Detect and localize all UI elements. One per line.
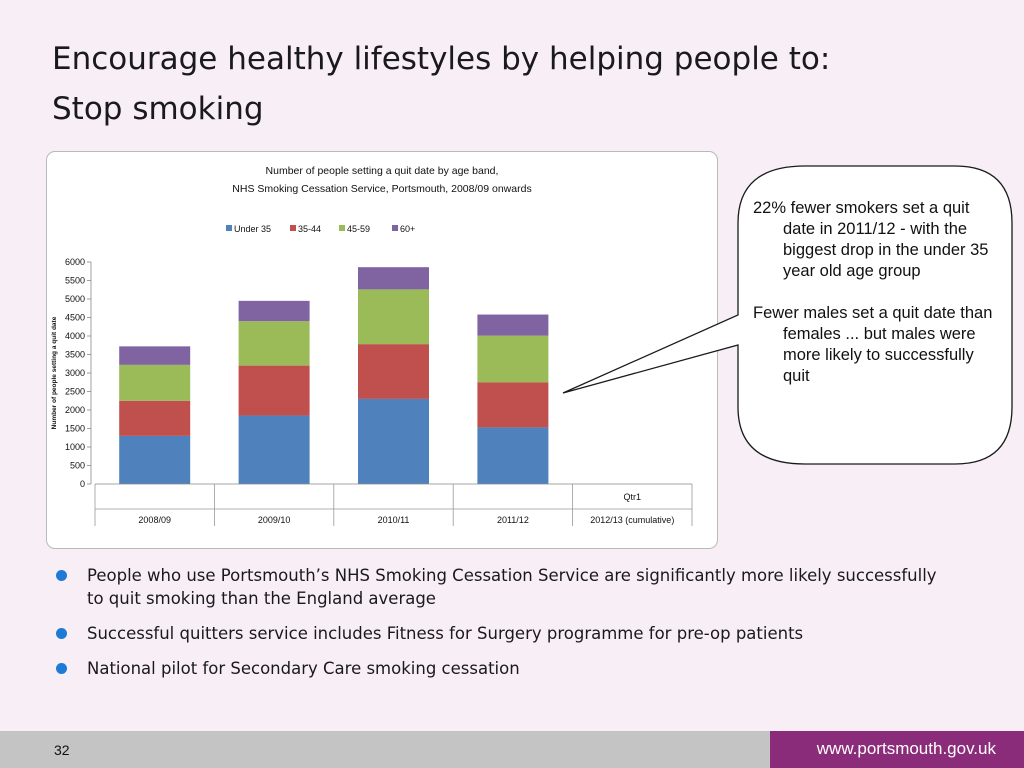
callout-shape [562,165,1013,465]
x-tick-label: 2012/13 (cumulative) [590,515,674,525]
bar-segment [477,335,549,383]
x-tick-label: 2008/09 [138,515,171,525]
website-link[interactable]: www.portsmouth.gov.uk [816,739,996,758]
y-tick-label: 2000 [65,405,85,415]
bar-segment [238,300,310,322]
x-tick-label: 2011/12 [497,515,529,525]
legend-swatch [339,225,345,231]
bar-segment [358,398,429,484]
bullet-dot-icon [56,663,67,674]
bar-segment [119,400,191,436]
bar-segment [358,267,429,290]
y-tick-label: 500 [70,461,85,471]
bullet-text: People who use Portsmouth’s NHS Smoking … [87,566,937,608]
stacked-bar-chart: Number of people setting a quit date by … [51,165,693,526]
legend-label: 45-59 [347,224,370,234]
y-tick-label: 3500 [65,350,85,360]
bar-segment [238,415,310,484]
bar-segment [477,382,549,428]
slide-title-line1: Encourage healthy lifestyles by helping … [52,41,831,77]
bullet-list: People who use Portsmouth’s NHS Smoking … [56,564,956,692]
y-tick-label: 1000 [65,442,85,452]
y-tick-label: 4500 [65,313,85,323]
bullet-item: People who use Portsmouth’s NHS Smoking … [56,564,956,610]
bullet-dot-icon [56,570,67,581]
bullet-dot-icon [56,628,67,639]
y-tick-label: 6000 [65,257,85,267]
page-number: 32 [54,742,70,758]
bullet-item: National pilot for Secondary Care smokin… [56,657,956,680]
y-tick-label: 2500 [65,387,85,397]
bar-segment [477,427,549,484]
chart-frame: Number of people setting a quit date by … [46,151,718,549]
legend-label: 60+ [400,224,415,234]
bullet-text: National pilot for Secondary Care smokin… [87,659,520,678]
legend-label: 35-44 [298,224,321,234]
y-tick-label: 5000 [65,294,85,304]
footer-bar [0,731,770,768]
callout-text: 22% fewer smokers set a quit date in 201… [753,198,1003,408]
bar-segment [238,365,310,416]
y-tick-label: 4000 [65,331,85,341]
bullet-text: Successful quitters service includes Fit… [87,624,804,643]
legend-swatch [290,225,296,231]
slide-title: Encourage healthy lifestyles by helping … [52,34,952,134]
y-tick-label: 1500 [65,424,85,434]
slide-title-line2: Stop smoking [52,91,264,127]
chart-title: Number of people setting a quit date by … [266,165,499,177]
y-axis-label: Number of people setting a quit date [51,316,58,429]
callout-para-2: Fewer males set a quit date than females… [753,304,993,385]
bar-segment [358,289,429,345]
callout-bubble [560,165,1020,465]
y-tick-label: 3000 [65,368,85,378]
bar-segment [119,364,191,401]
legend-swatch [392,225,398,231]
bar-segment [358,344,429,399]
bar-segment [119,435,191,484]
x-tick-label: 2009/10 [258,515,291,525]
legend-swatch [226,225,232,231]
bar-segment [119,346,191,365]
chart-subtitle: NHS Smoking Cessation Service, Portsmout… [232,183,531,195]
footer-brand-bar [770,731,1024,768]
y-tick-label: 0 [80,479,85,489]
x-tick-label: 2010/11 [378,515,410,525]
x-subtick-label: Qtr1 [624,492,642,502]
bar-segment [477,314,549,336]
bar-segment [238,321,310,366]
legend-label: Under 35 [234,224,271,234]
y-tick-label: 5500 [65,276,85,286]
callout-para-1: 22% fewer smokers set a quit date in 201… [753,199,989,280]
bullet-item: Successful quitters service includes Fit… [56,622,956,645]
